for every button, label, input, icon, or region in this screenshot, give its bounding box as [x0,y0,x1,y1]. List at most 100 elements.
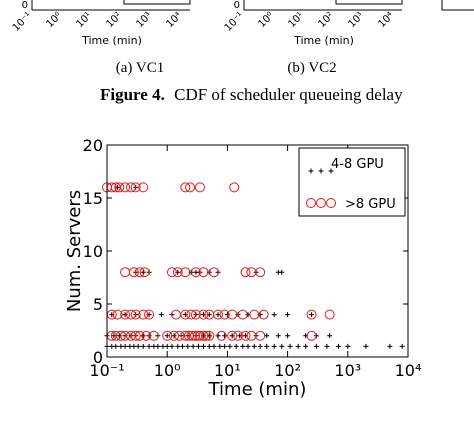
marker-circle [120,309,131,320]
marker-circle [120,330,131,341]
marker-circle [258,309,269,320]
marker-plus [240,343,246,349]
marker-plus [335,343,341,349]
marker-plus [215,333,221,339]
marker-plus [271,312,277,318]
marker-plus [327,333,333,339]
x-tick-label: 10¹ [75,10,95,30]
marker-circle [125,182,136,193]
x-tick-label: 10² [105,10,125,30]
x-axis-label: Time (min) [81,34,142,47]
marker-plus [164,333,170,339]
top-panels [31,0,474,11]
marker-circle [233,330,244,341]
figure-label: Figure 4. [100,85,165,104]
marker-plus [271,343,277,349]
marker-plus [175,343,181,349]
marker-plus [245,343,251,349]
marker-circle [187,330,198,341]
marker-plus [169,343,175,349]
marker-circle [180,182,191,193]
x-tick-label: 10⁻¹ [89,361,124,380]
caption: (b) VC2 [287,60,336,76]
marker-plus [200,343,206,349]
x-tick-label: 10⁻¹ [223,10,246,33]
marker-circle [134,330,145,341]
figure-text: CDF of scheduler queueing delay [174,85,403,104]
marker-circle [162,330,173,341]
marker-plus [140,343,146,349]
marker-plus [279,269,285,275]
x-tick-label: 10³ [334,361,361,380]
marker-circle [240,267,251,278]
marker-plus [118,343,124,349]
marker-circle [172,267,183,278]
x-tick-label: 10¹ [287,10,307,30]
y-tick-label: 0 [93,348,103,367]
x-tick-label: 10⁴ [377,10,397,30]
marker-circle [169,330,180,341]
marker-circle [125,309,136,320]
marker-circle [249,309,260,320]
marker-circle [134,267,145,278]
marker-plus [113,343,119,349]
marker-circle [185,182,196,193]
marker-circle [130,182,141,193]
marker-circle [180,330,191,341]
marker-circle [112,309,123,320]
marker-plus [251,343,257,349]
marker-circle [138,309,149,320]
x-tick-label: 10³ [347,10,367,30]
marker-plus [328,168,334,174]
marker-circle [326,198,336,208]
marker-circle [198,267,209,278]
marker-plus [206,343,212,349]
marker-circle [180,267,191,278]
marker-circle [198,330,209,341]
x-tick-label: 10⁴ [165,10,185,30]
marker-plus [146,343,152,349]
marker-circle [114,182,125,193]
marker-circle [204,330,215,341]
marker-circle [240,330,251,341]
panel-legend [123,0,191,5]
y-axis-label: Num. Servers [64,190,85,312]
marker-plus [140,269,146,275]
marker-plus [287,343,293,349]
marker-circle [324,309,335,320]
panel-legend [335,0,403,5]
marker-plus [275,333,281,339]
marker-circle [255,330,266,341]
marker-plus [257,343,263,349]
marker-circle [306,198,316,208]
marker-circle [237,309,248,320]
marker-circle [190,309,201,320]
marker-circle [316,198,326,208]
marker-plus [185,343,191,349]
marker-circle [198,309,209,320]
marker-circle [194,182,205,193]
marker-circle [115,330,126,341]
x-tick-label: 10⁰ [154,361,181,380]
marker-plus [313,343,319,349]
marker-plus [135,343,141,349]
marker-plus [399,343,405,349]
marker-plus [171,333,177,339]
marker-plus [363,343,369,349]
marker-circle [219,309,230,320]
marker-plus [160,343,166,349]
marker-circle [209,267,220,278]
x-tick-label: 10³ [135,10,155,30]
caption: (a) VC1 [116,60,164,76]
marker-plus [387,343,393,349]
marker-plus [285,333,291,339]
chart: 0 5 10 15 20 10⁻¹ 10⁰ 10¹ 10² 10³ 10⁴ Time (min) Num… [64,136,421,400]
marker-circle [229,182,240,193]
marker-circle [139,267,150,278]
marker-circle [148,330,159,341]
marker-circle [141,330,152,341]
marker-plus [279,343,285,349]
marker-plus [217,343,223,349]
marker-plus [122,343,128,349]
